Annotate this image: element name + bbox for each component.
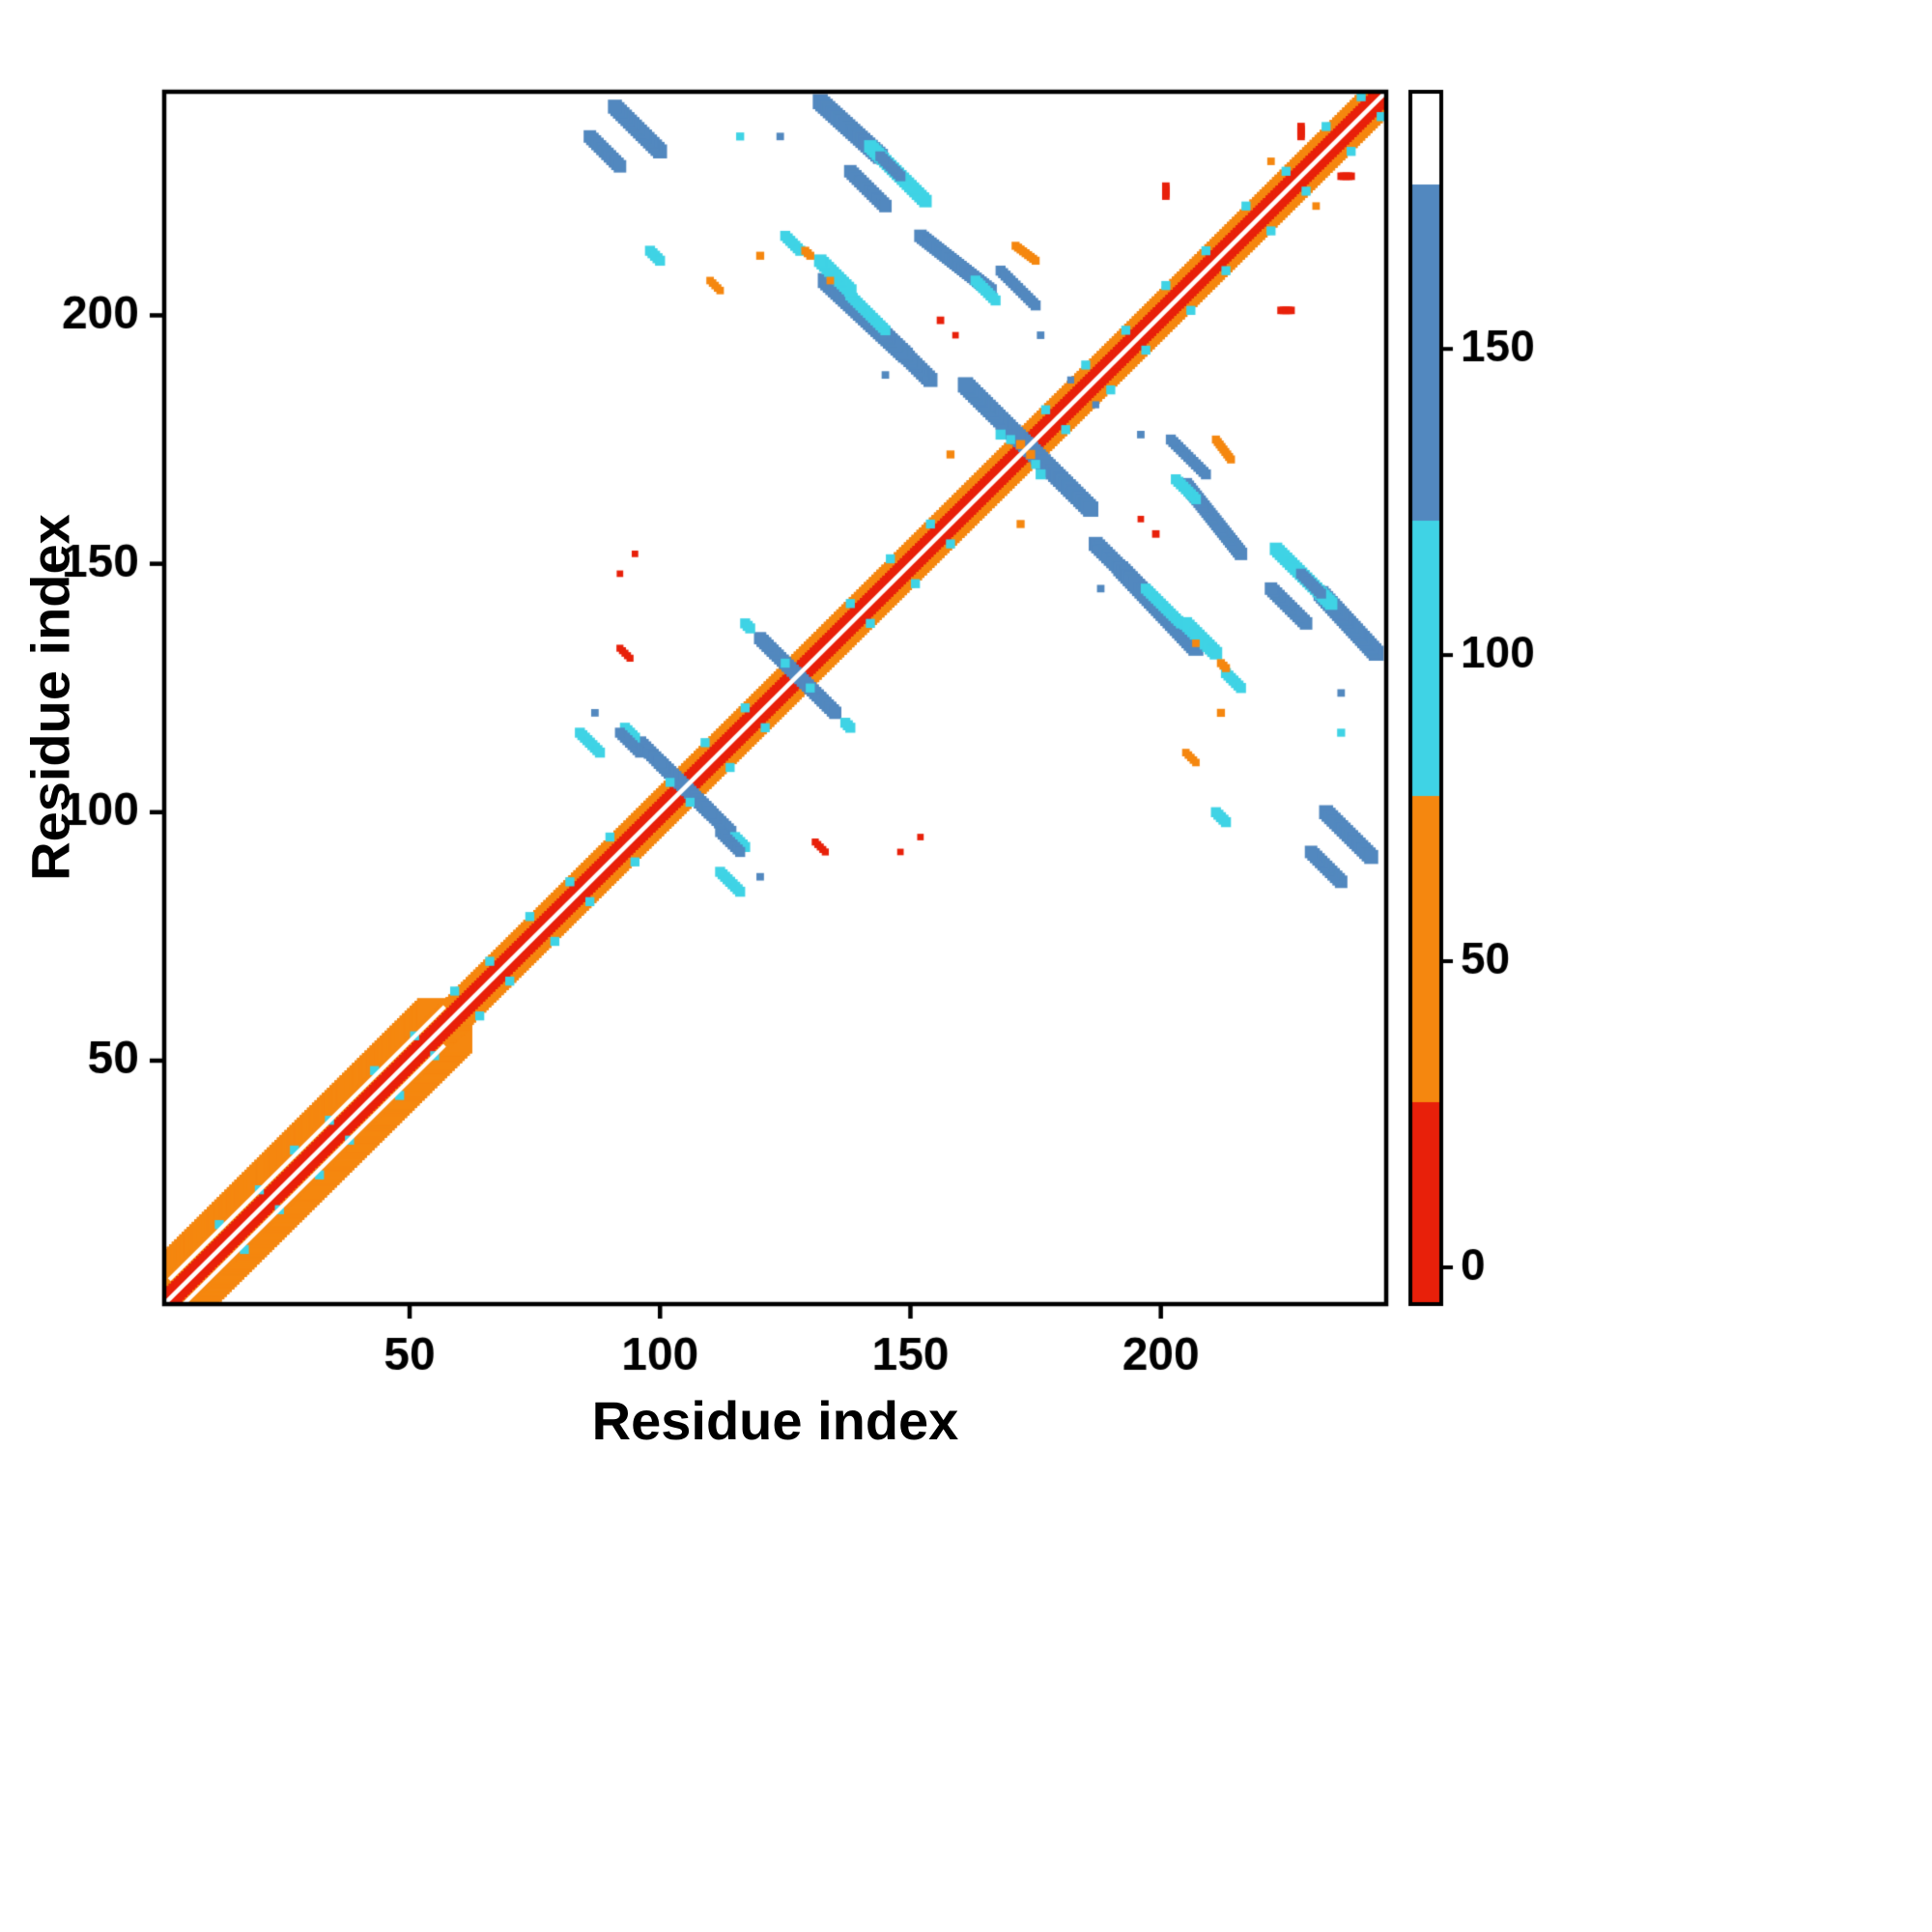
y-axis-label: Residue index <box>19 514 81 881</box>
x-axis-label: Residue index <box>591 1390 959 1451</box>
